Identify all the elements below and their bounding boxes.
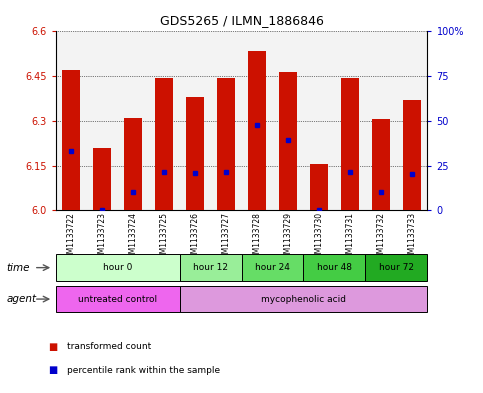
Bar (186, 97, 204, 210)
Text: hour 72: hour 72 (379, 263, 414, 272)
Bar (211, 31, 242, 210)
Bar (372, 119, 390, 210)
Bar (341, 78, 359, 210)
Text: mycophenolic acid: mycophenolic acid (261, 295, 346, 303)
Bar (124, 118, 142, 210)
Bar (310, 164, 328, 210)
Text: hour 12: hour 12 (193, 263, 228, 272)
Bar (56, 31, 86, 210)
Bar (334, 31, 366, 210)
Text: transformed count: transformed count (67, 342, 151, 351)
Bar (149, 31, 180, 210)
Bar (86, 31, 117, 210)
Bar (117, 31, 149, 210)
Bar (279, 72, 297, 210)
Bar (366, 31, 397, 210)
Bar (180, 31, 211, 210)
Text: ■: ■ (48, 342, 57, 352)
Text: untreated control: untreated control (78, 295, 157, 303)
Bar (62, 70, 80, 210)
Text: ■: ■ (48, 365, 57, 375)
Text: hour 0: hour 0 (103, 263, 132, 272)
Text: hour 24: hour 24 (255, 263, 290, 272)
Bar (248, 51, 266, 210)
Bar (397, 31, 427, 210)
Text: hour 48: hour 48 (317, 263, 352, 272)
Bar (272, 31, 303, 210)
Bar (242, 31, 272, 210)
Text: GDS5265 / ILMN_1886846: GDS5265 / ILMN_1886846 (159, 14, 324, 27)
Text: percentile rank within the sample: percentile rank within the sample (67, 366, 220, 375)
Bar (403, 100, 421, 210)
Text: agent: agent (6, 294, 36, 304)
Text: time: time (6, 263, 30, 273)
Bar (155, 78, 173, 210)
Bar (303, 31, 334, 210)
Bar (217, 78, 235, 210)
Bar (93, 148, 112, 210)
